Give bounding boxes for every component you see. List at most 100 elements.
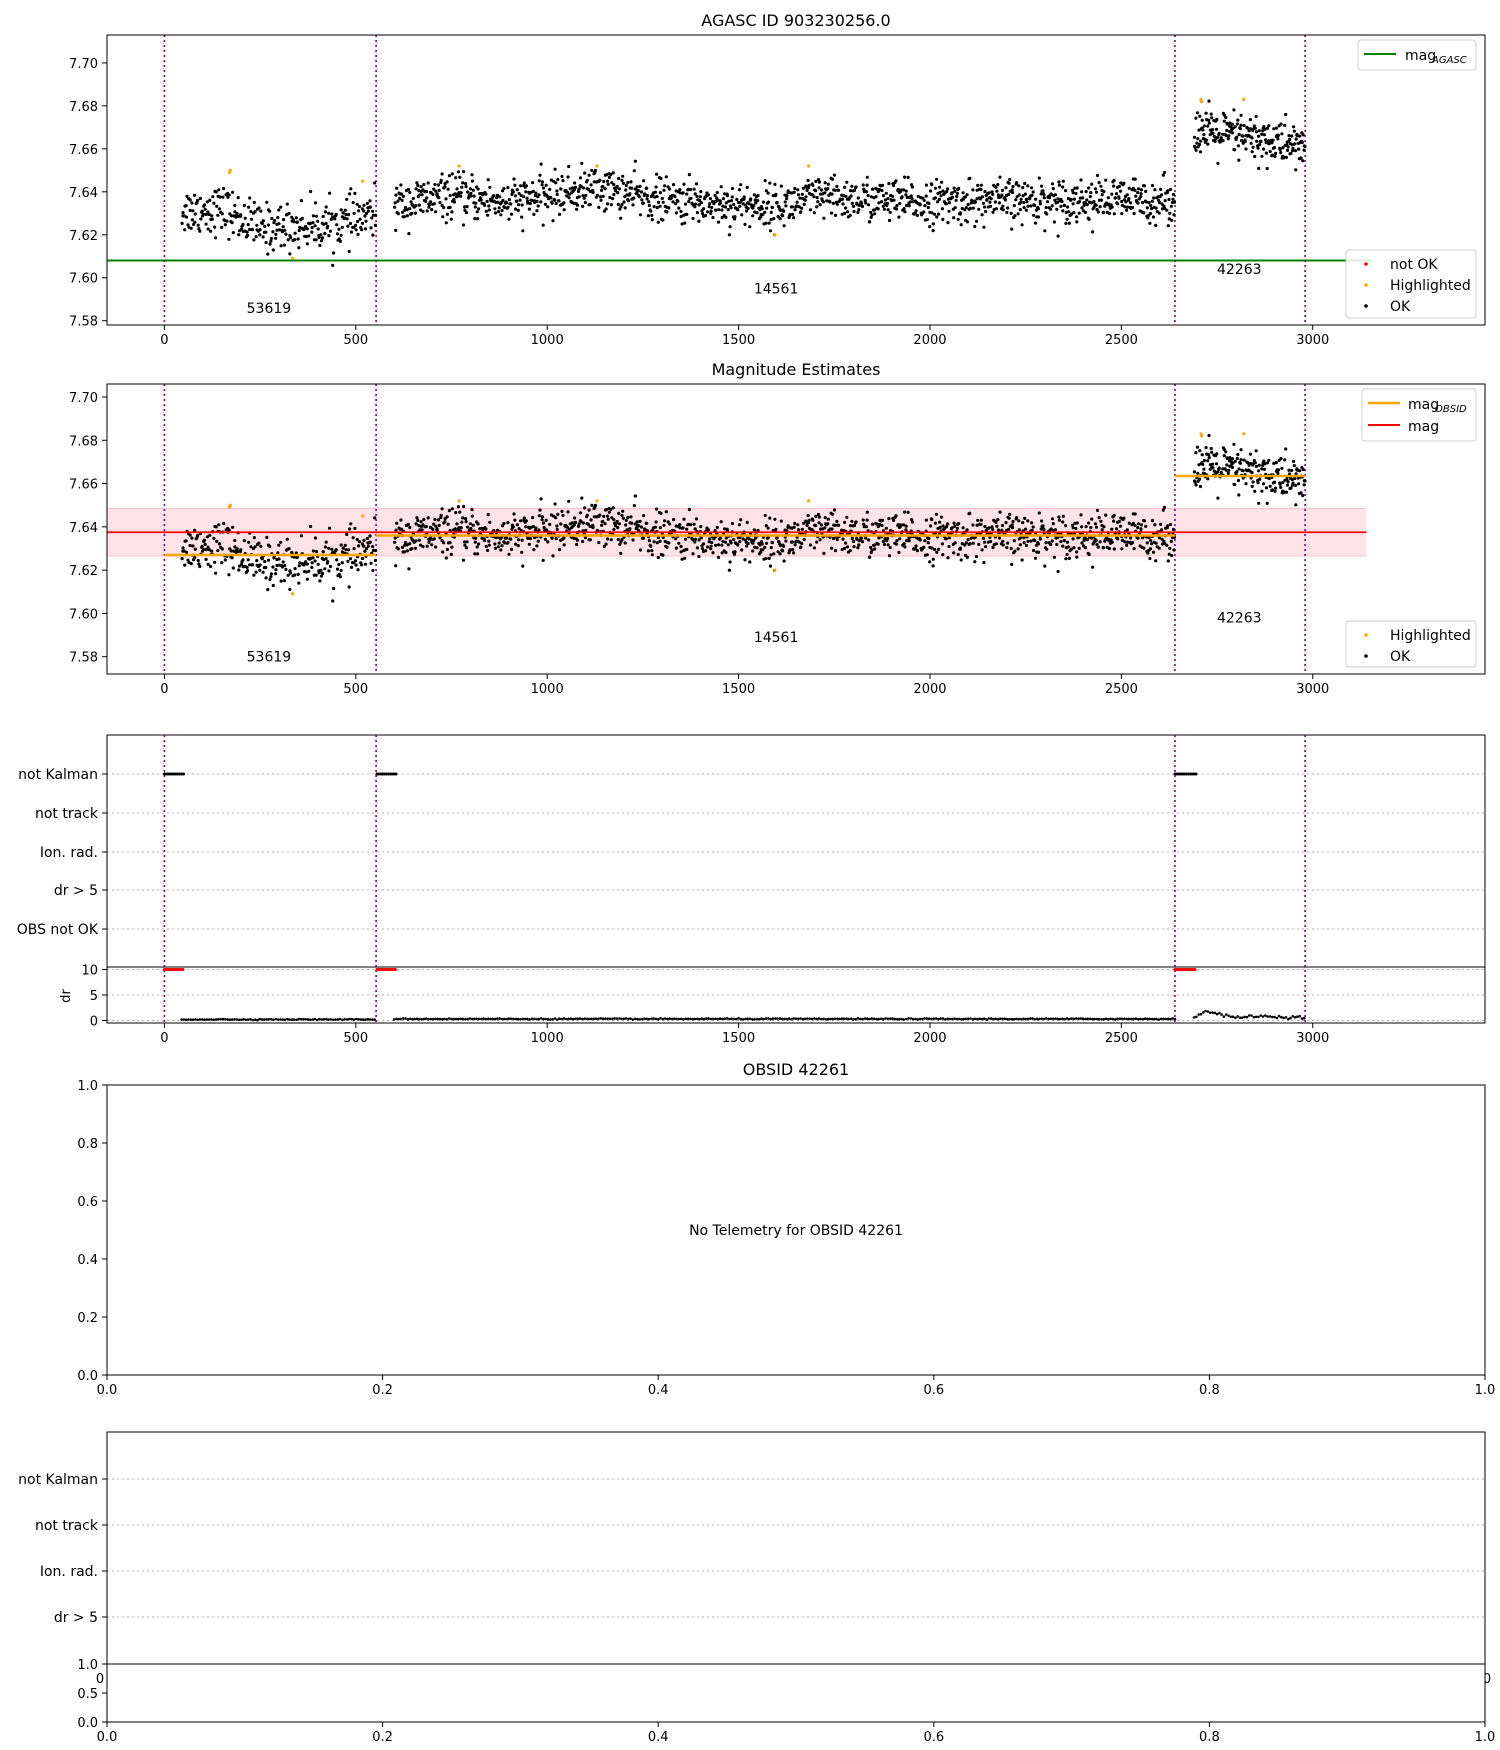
ok-point [261, 219, 265, 223]
ok-point [1075, 521, 1079, 525]
ok-point [1194, 116, 1198, 120]
ok-point [715, 525, 719, 530]
ok-point [1232, 442, 1236, 446]
legend-marker [1364, 262, 1368, 266]
ok-point [617, 511, 621, 515]
ok-point [394, 564, 398, 568]
dr-ok-point [338, 1017, 342, 1021]
ok-point [233, 545, 237, 549]
ok-point [576, 189, 581, 193]
ok-point [977, 542, 981, 547]
dr-ok-point [516, 1017, 520, 1021]
ok-point [1154, 559, 1158, 563]
ok-point [1233, 482, 1237, 487]
ok-point [190, 536, 194, 540]
ok-point [766, 526, 770, 530]
ok-point [875, 187, 879, 191]
ok-point [732, 538, 736, 542]
ok-point [209, 564, 213, 569]
ok-point [837, 523, 841, 527]
ok-point [344, 548, 348, 552]
dr-ok-point [1116, 1017, 1119, 1021]
ok-point [1139, 188, 1143, 192]
ok-point [1194, 483, 1198, 487]
ok-point [1112, 519, 1116, 523]
dr-ok-point [551, 1018, 554, 1021]
ok-point [1233, 148, 1237, 152]
ok-point [310, 230, 314, 234]
ok-point [946, 522, 950, 526]
ok-point [906, 175, 910, 179]
ok-point [1258, 477, 1262, 481]
ok-point [755, 546, 759, 550]
ok-point [1239, 113, 1243, 117]
dr-ok-point [364, 1018, 367, 1021]
ok-point [1217, 466, 1221, 470]
dr-ok-point [1243, 1015, 1246, 1019]
ok-point [556, 177, 560, 182]
ok-point [261, 235, 265, 239]
ok-point [213, 560, 217, 564]
ok-point [264, 576, 268, 580]
ok-point [1030, 193, 1034, 197]
ok-point [673, 195, 677, 199]
dr-ok-point [565, 1017, 568, 1021]
dr-ok-point [260, 1018, 264, 1021]
ok-point [850, 536, 854, 541]
ok-point [434, 524, 438, 528]
ok-point [530, 198, 534, 203]
dr-ok-point [276, 1018, 280, 1021]
y-tick-label: 7.70 [69, 57, 98, 72]
highlighted-point [773, 233, 777, 237]
ok-point [792, 190, 796, 194]
dr-ok-point [1266, 1015, 1269, 1018]
ok-point [982, 225, 986, 229]
dr-ok-point [424, 1017, 428, 1020]
ok-point [374, 548, 378, 553]
ok-point [415, 181, 419, 185]
ok-point [255, 559, 259, 563]
ok-point [960, 542, 964, 546]
ok-point [581, 539, 585, 544]
ok-point [580, 161, 584, 165]
ok-point [1235, 135, 1239, 139]
ok-point [357, 209, 361, 213]
axes-frame [106, 734, 1486, 968]
ok-point [1050, 517, 1055, 521]
ok-point [993, 200, 998, 204]
dr-ok-point [645, 1017, 648, 1021]
ok-point [440, 539, 444, 543]
ok-point [718, 201, 723, 205]
ok-point [621, 181, 626, 185]
ok-point [737, 188, 742, 192]
ok-point [1157, 546, 1161, 550]
ok-point [561, 513, 565, 518]
ok-point [966, 538, 970, 542]
ok-point [1003, 195, 1007, 200]
dr-ok-point [1134, 1017, 1138, 1020]
ok-point [1272, 461, 1276, 465]
dr-ok-point [831, 1017, 834, 1021]
ok-point [544, 183, 548, 187]
ok-point [1200, 118, 1204, 122]
ok-point [621, 509, 625, 513]
ok-point [1114, 192, 1119, 196]
ok-point [1216, 161, 1220, 165]
ok-point [784, 539, 788, 543]
dr-ok-point [295, 1018, 298, 1022]
y-tick-label: 5 [90, 989, 98, 1004]
ok-point [1161, 173, 1165, 177]
dr-ok-point [608, 1017, 612, 1021]
ok-point [1017, 519, 1021, 523]
ok-point [319, 568, 323, 572]
ok-point [923, 539, 927, 543]
dr-ok-point [233, 1018, 236, 1021]
dr-ok-point [764, 1017, 768, 1020]
ok-point [775, 536, 779, 540]
ok-point [768, 229, 773, 233]
ok-point [206, 562, 210, 566]
ok-point [499, 548, 503, 552]
ok-point [601, 194, 605, 198]
dr-ok-point [636, 1017, 639, 1021]
ok-point [310, 561, 314, 565]
